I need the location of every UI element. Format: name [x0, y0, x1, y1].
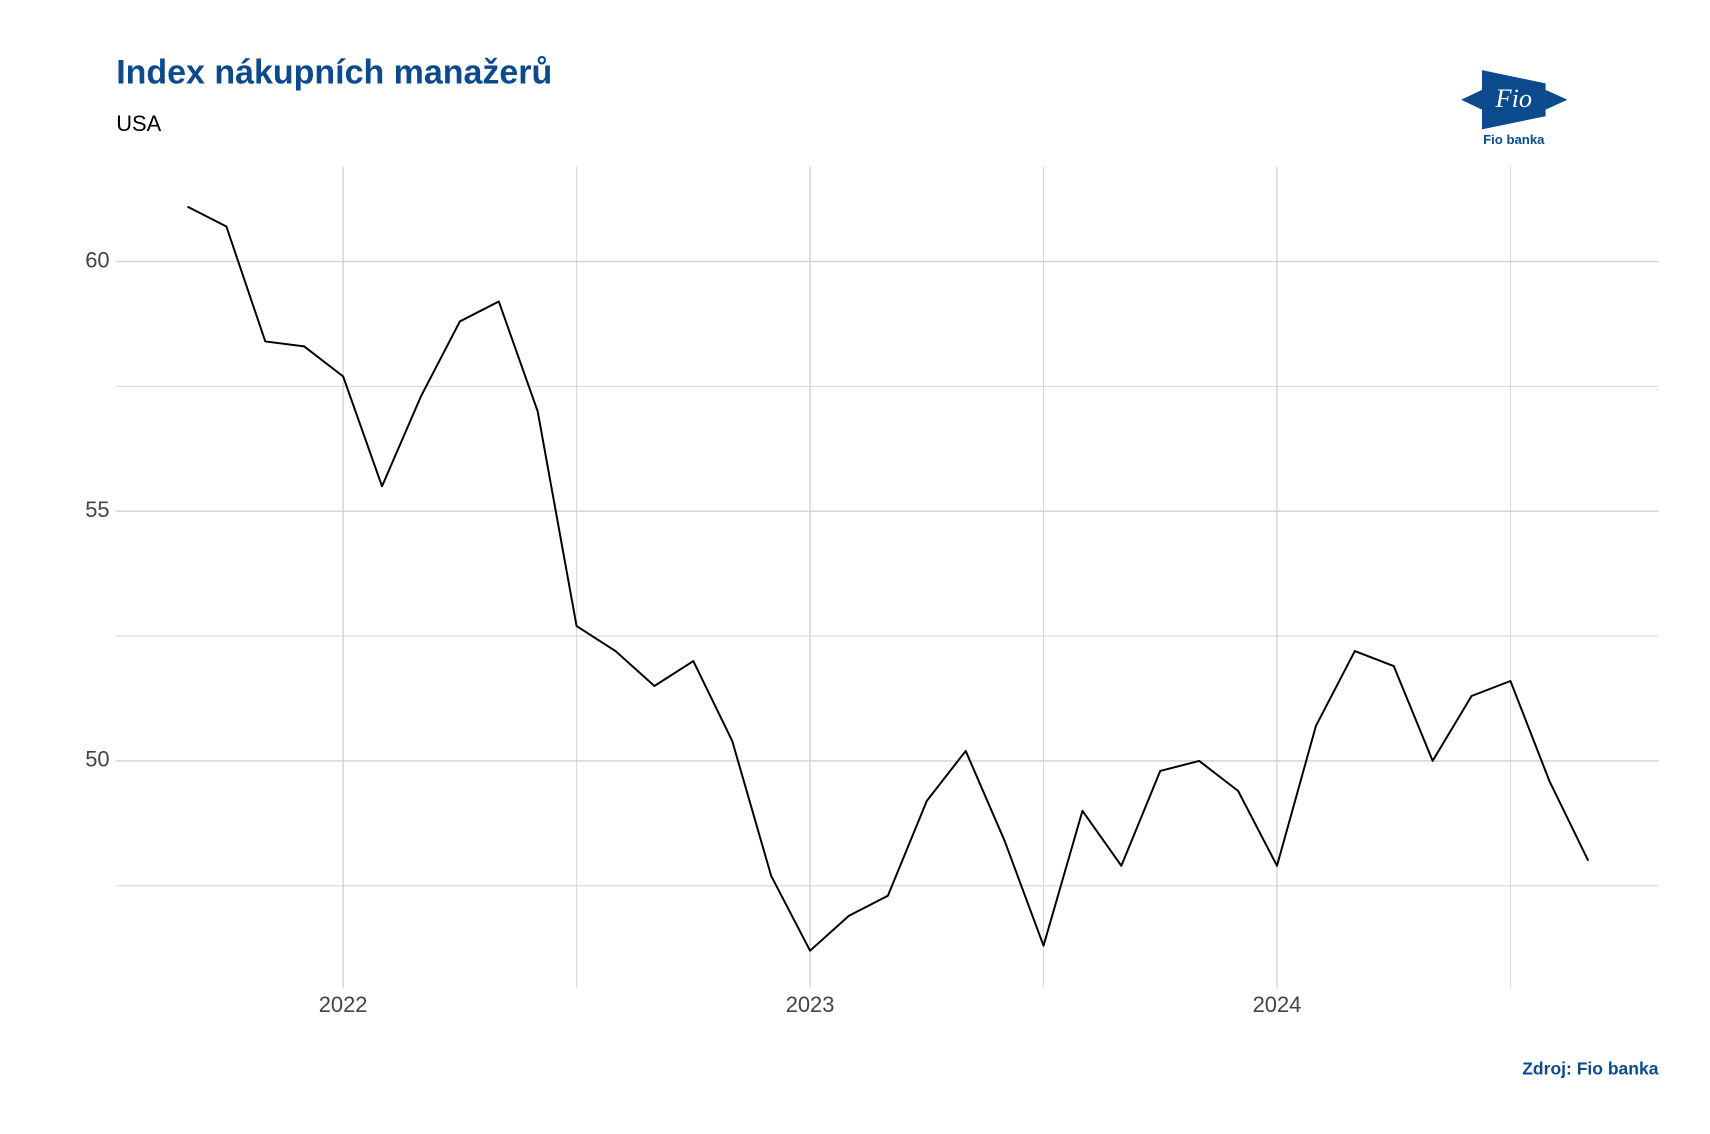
x-tick-label: 2022	[319, 992, 368, 1017]
logo: Fio Fio banka	[1461, 70, 1568, 147]
logo-shape	[1482, 70, 1546, 130]
x-tick-label: 2024	[1253, 992, 1302, 1017]
logo-shape	[1545, 89, 1568, 110]
logo-shape	[1461, 89, 1482, 110]
logo-caption: Fio banka	[1483, 132, 1545, 147]
chart-title: Index nákupních manažerů	[116, 54, 552, 92]
y-tick-label: 60	[85, 247, 109, 272]
y-tick-label: 55	[85, 497, 109, 522]
logo-mark: Fio	[1495, 84, 1533, 113]
source: Zdroj: Fio banka	[1522, 1058, 1658, 1078]
x-tick-label: 2023	[786, 992, 835, 1017]
line-series	[187, 205, 1590, 952]
chart-subtitle: USA	[116, 111, 161, 136]
y-tick-label: 50	[85, 747, 109, 772]
